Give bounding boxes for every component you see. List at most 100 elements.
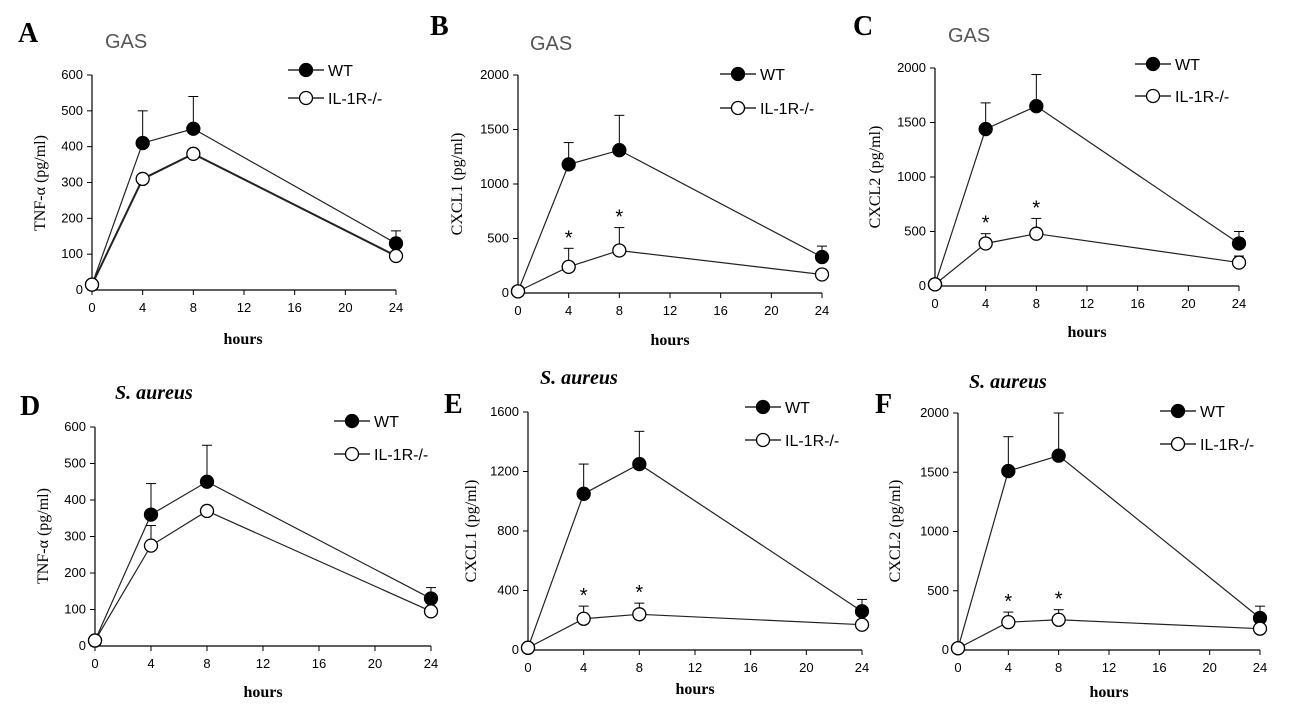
- series-line-wt: [91, 128, 397, 285]
- data-point-il1r: [186, 146, 201, 161]
- legend-marker-wt: [344, 413, 360, 429]
- series-line-wt: [517, 149, 823, 292]
- legend-label-wt: WT: [328, 63, 353, 80]
- x-tick-label: 0: [91, 656, 98, 671]
- data-point-il1r: [950, 641, 966, 656]
- panel-letter: A: [18, 18, 39, 49]
- data-point-wt: [135, 135, 150, 151]
- x-tick-label: 12: [1080, 296, 1094, 311]
- y-tick-label: 600: [61, 67, 83, 82]
- series-line-il1r: [934, 233, 1240, 285]
- x-tick-label: 4: [982, 296, 989, 311]
- y-tick-label: 500: [64, 456, 86, 471]
- y-axis-label: CXCL2 (pg/ml): [887, 480, 904, 583]
- x-tick-label: 8: [190, 300, 197, 315]
- y-tick-label: 0: [942, 642, 949, 657]
- x-tick-label: 12: [237, 300, 251, 315]
- data-point-il1r: [576, 611, 591, 626]
- x-axis-label: hours: [675, 681, 714, 698]
- x-tick-label: 4: [565, 303, 572, 318]
- x-tick-label: 8: [616, 303, 623, 318]
- x-tick-label: 4: [580, 660, 587, 675]
- panel-letter: F: [875, 389, 892, 420]
- chart-panel-e: E S. aureus 0 400 800 1200 1600 0 4 8 12 16 20 24 hour…: [444, 367, 869, 698]
- legend-label-wt: WT: [1200, 404, 1225, 421]
- y-tick-label: 0: [76, 282, 83, 297]
- x-tick-label: 8: [203, 656, 210, 671]
- x-tick-label: 16: [713, 303, 727, 318]
- x-axis-label: hours: [1089, 684, 1128, 701]
- data-point-il1r: [1051, 612, 1066, 627]
- significance-star: *: [1055, 589, 1063, 611]
- chart-title: GAS: [948, 25, 990, 47]
- x-tick-label: 20: [1181, 296, 1195, 311]
- y-tick-label: 2000: [897, 60, 926, 75]
- y-tick-label: 300: [61, 175, 83, 190]
- data-point-il1r: [632, 607, 647, 622]
- legend-label-il1r: IL-1R-/-: [785, 433, 839, 450]
- y-tick-label: 0: [919, 278, 926, 293]
- series-line-wt: [957, 454, 1261, 649]
- y-tick-label: 500: [487, 231, 509, 246]
- y-tick-label: 1500: [920, 464, 949, 479]
- y-tick-label: 400: [497, 583, 519, 598]
- y-tick-label: 100: [61, 246, 83, 261]
- data-point-il1r: [612, 243, 627, 258]
- data-point-wt: [612, 143, 627, 158]
- y-tick-label: 100: [64, 602, 86, 617]
- data-point-il1r: [388, 248, 404, 264]
- y-tick-label: 2000: [920, 405, 949, 420]
- x-tick-label: 16: [1152, 660, 1166, 675]
- x-tick-label: 16: [312, 656, 326, 671]
- y-tick-label: 1500: [480, 122, 509, 137]
- data-point-il1r: [87, 633, 103, 648]
- data-point-il1r: [510, 284, 526, 299]
- x-axis-label: hours: [243, 684, 282, 701]
- significance-star: *: [580, 585, 588, 607]
- chart-panel-a: A GAS 0 100 200 300 400 500 600 0 4 8 12 16 20 24 hours T…: [18, 18, 403, 348]
- x-axis-label: hours: [650, 332, 689, 349]
- y-tick-label: 1000: [897, 169, 926, 184]
- y-tick-label: 1200: [490, 464, 519, 479]
- data-point-wt: [1001, 463, 1016, 479]
- significance-star: *: [615, 207, 623, 229]
- data-point-il1r: [854, 617, 870, 632]
- y-axis-label: CXCL1 (pg/ml): [449, 133, 466, 236]
- legend-label-il1r: IL-1R-/-: [328, 91, 382, 108]
- x-tick-label: 20: [1202, 660, 1216, 675]
- legend-marker-il1r: [755, 432, 771, 448]
- y-tick-label: 400: [61, 139, 83, 154]
- x-tick-label: 8: [1055, 660, 1062, 675]
- legend-label-wt: WT: [374, 414, 399, 431]
- x-tick-label: 24: [389, 300, 403, 315]
- x-tick-label: 12: [256, 656, 270, 671]
- legend-label-wt: WT: [1175, 57, 1200, 74]
- data-point-il1r: [927, 277, 943, 292]
- x-tick-label: 0: [88, 300, 95, 315]
- x-tick-label: 0: [931, 296, 938, 311]
- series-line-il1r: [957, 619, 1261, 649]
- x-tick-label: 4: [139, 300, 146, 315]
- x-tick-label: 24: [424, 656, 438, 671]
- y-tick-label: 0: [512, 642, 519, 657]
- data-point-il1r: [1252, 621, 1268, 636]
- significance-star: *: [982, 213, 990, 235]
- legend-label-il1r: IL-1R-/-: [374, 447, 428, 464]
- legend-marker-wt: [755, 399, 771, 415]
- y-tick-label: 400: [64, 492, 86, 507]
- significance-star: *: [565, 227, 573, 249]
- data-point-wt: [632, 456, 647, 472]
- series-line-wt: [94, 481, 432, 641]
- data-point-wt: [561, 157, 576, 172]
- data-point-wt: [814, 249, 830, 265]
- legend-label-il1r: IL-1R-/-: [1175, 89, 1229, 106]
- x-tick-label: 16: [1130, 296, 1144, 311]
- series-line-il1r: [94, 510, 432, 641]
- y-tick-label: 1000: [480, 176, 509, 191]
- chart-panel-c: C GAS 0 500 1000 1500 2000 0 4 8 12 16 20 24 hours CXCL…: [853, 11, 1246, 341]
- data-point-wt: [854, 604, 870, 619]
- y-axis-label: TNF-α (pg/ml): [32, 135, 49, 231]
- data-point-il1r: [84, 277, 100, 292]
- legend-marker-il1r: [730, 100, 746, 116]
